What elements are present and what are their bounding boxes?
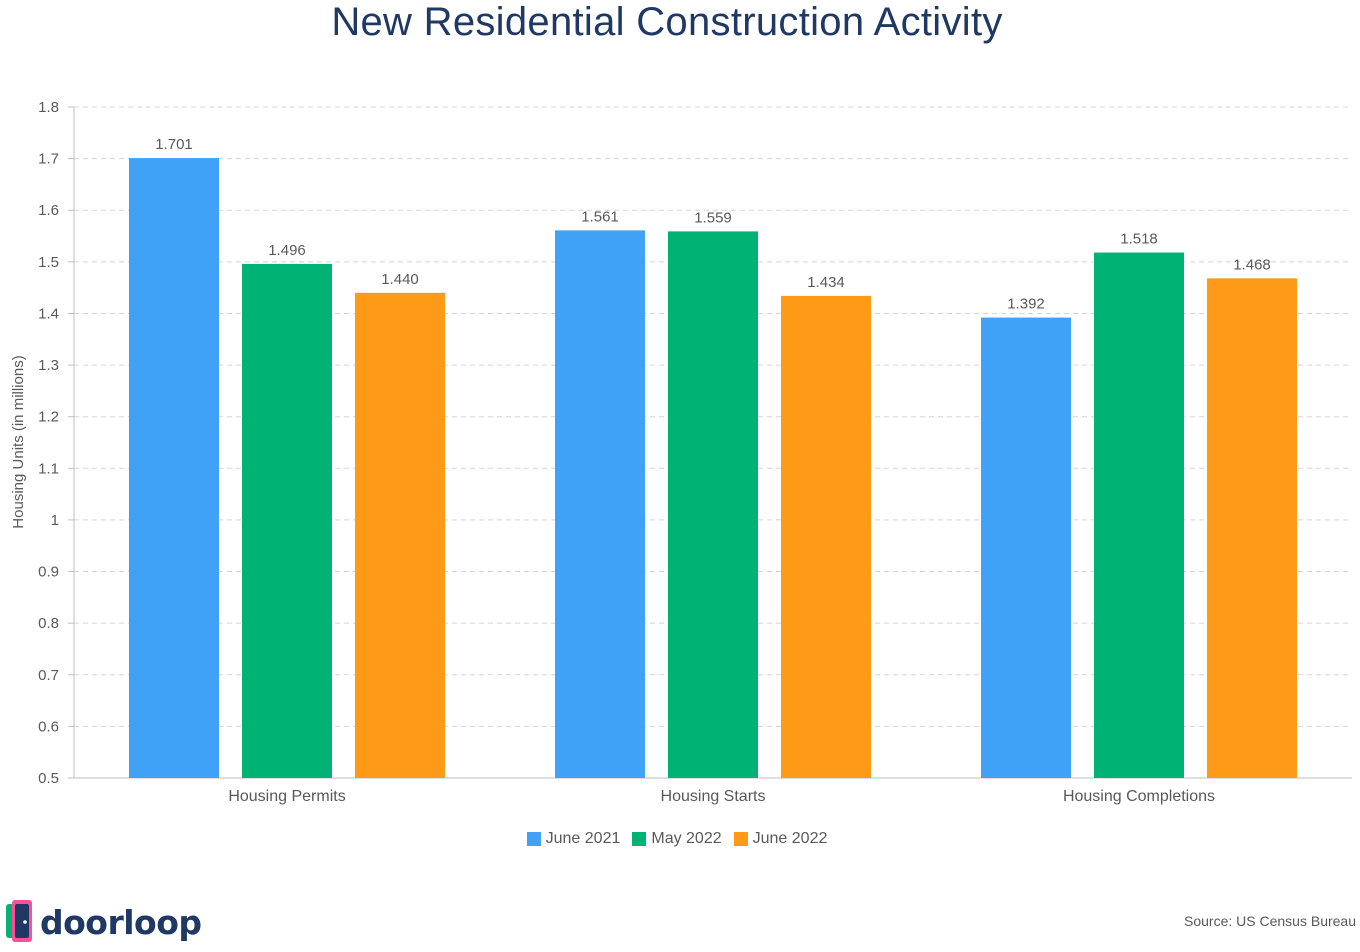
y-tick-label: 1.3 — [38, 357, 59, 374]
legend-label: June 2022 — [752, 830, 828, 847]
bar — [981, 317, 1071, 778]
legend-swatch — [632, 832, 647, 846]
legend: June 2021 May 2022 June 2022 — [0, 830, 1354, 848]
y-tick-label: 1.5 — [38, 254, 59, 271]
x-category-label: Housing Starts — [661, 788, 766, 805]
legend-item: June 2022 — [733, 830, 828, 848]
data-label: 1.440 — [381, 271, 419, 288]
legend-item: June 2021 — [526, 830, 621, 848]
data-label: 1.468 — [1233, 256, 1271, 273]
data-label: 1.561 — [581, 208, 619, 225]
legend-item: May 2022 — [632, 830, 722, 848]
y-tick-label: 1.4 — [38, 305, 59, 322]
y-tick-label: 0.8 — [38, 615, 59, 632]
y-tick-label: 0.7 — [38, 667, 59, 684]
y-axis-label: Housing Units (in millions) — [10, 355, 27, 528]
source-note: Source: US Census Bureau — [1184, 913, 1356, 929]
brand-logo: doorloop — [4, 898, 202, 946]
x-category-label: Housing Permits — [228, 788, 345, 805]
data-labels: 1.701 1.496 1.440 1.561 1.559 1.434 1.392 1.518… — [155, 136, 1271, 312]
x-category-label: Housing Completions — [1063, 788, 1215, 805]
bar — [781, 295, 871, 778]
y-tick-label: 1.8 — [38, 99, 59, 116]
data-label: 1.559 — [694, 209, 732, 226]
bar — [555, 230, 645, 778]
data-label: 1.496 — [268, 242, 306, 259]
y-tick-label: 1.6 — [38, 202, 59, 219]
legend-label: June 2021 — [545, 830, 621, 847]
legend-swatch — [733, 832, 748, 846]
chart-title: New Residential Construction Activity — [331, 0, 1003, 44]
bar — [242, 263, 332, 778]
bar — [1094, 252, 1184, 778]
y-tick-label: 1.7 — [38, 151, 59, 168]
y-tick-label: 0.6 — [38, 718, 59, 735]
bar — [668, 231, 758, 779]
brand-name: doorloop — [40, 902, 202, 942]
data-label: 1.518 — [1120, 231, 1158, 248]
y-tick-label: 1.1 — [38, 460, 59, 477]
y-tick-label: 1 — [51, 512, 59, 529]
data-label: 1.434 — [807, 274, 845, 291]
data-label: 1.701 — [155, 136, 193, 153]
bar — [1207, 278, 1297, 778]
y-axis-ticks: 0.5 0.6 0.7 0.8 0.9 1 1.1 1.2 1.3 1.4 1.5 1.6 1.7 1.8 — [38, 99, 74, 787]
bar — [355, 292, 445, 778]
legend-label: May 2022 — [651, 830, 722, 847]
bar — [129, 158, 219, 778]
y-tick-label: 1.2 — [38, 409, 59, 426]
legend-swatch — [526, 832, 541, 846]
y-tick-label: 0.5 — [38, 770, 59, 787]
door-icon — [6, 900, 32, 942]
data-label: 1.392 — [1007, 296, 1045, 313]
x-axis-categories: Housing Permits Housing Starts Housing Com… — [228, 788, 1215, 805]
bars — [129, 158, 1297, 779]
y-tick-label: 0.9 — [38, 564, 59, 581]
bar-chart: 0.5 0.6 0.7 0.8 0.9 1 1.1 1.2 1.3 1.4 1.5 1.6 1.7 1.8… — [10, 99, 1352, 805]
